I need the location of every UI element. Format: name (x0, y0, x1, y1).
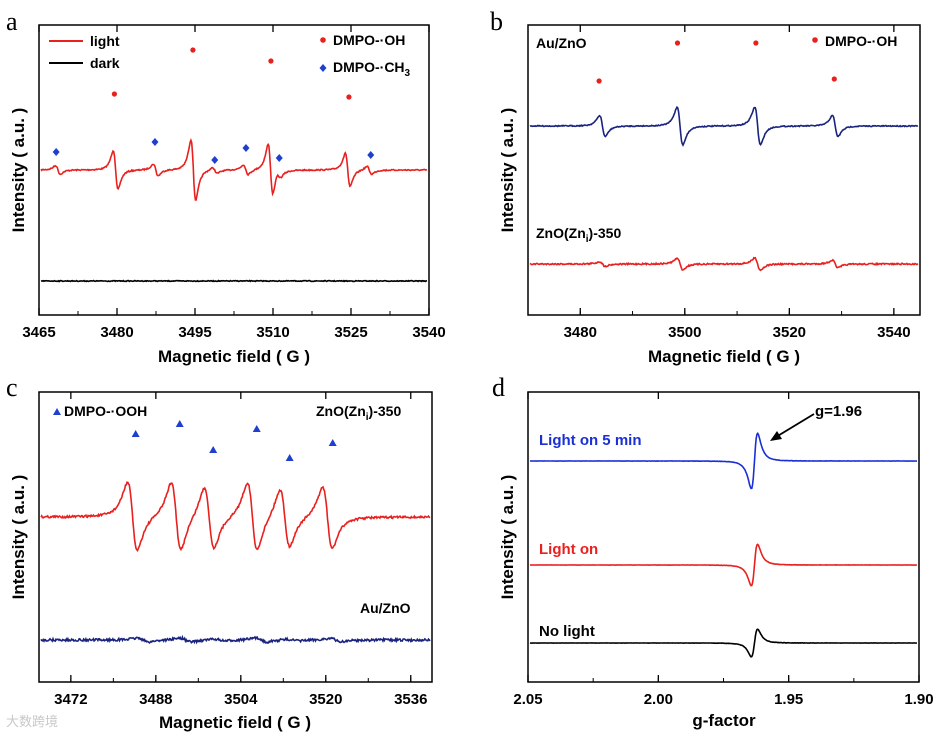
marker-oh-b-0 (596, 78, 602, 84)
panel-a-ylabel: Intensity ( a.u. ) (9, 108, 28, 233)
marker-ooh-5 (328, 439, 337, 446)
legend-label-ooh: DMPO-·OOH (64, 403, 147, 419)
legend-marker-ooh (53, 408, 61, 415)
label-light-on-5min: Light on 5 min (539, 432, 642, 449)
label-no-light: No light (539, 623, 595, 640)
d-xtick-label-3: 1.90 (904, 691, 933, 708)
marker-ooh-2 (209, 446, 218, 453)
panel-a-xlabel: Magnetic field ( G ) (158, 347, 310, 366)
a-xtick-label-3: 3510 (256, 324, 289, 341)
a-xtick-label-4: 3525 (334, 324, 367, 341)
panel-b-ylabel: Intensity ( a.u. ) (498, 108, 517, 233)
marker-ch3-9 (367, 151, 375, 159)
marker-ooh-0 (131, 430, 140, 437)
label-zno-zni-b: ZnO(Zni)-350 (536, 225, 621, 245)
panel-c-ticks: 3472 3488 3504 3520 3536 (54, 392, 427, 708)
marker-oh-b-3 (831, 76, 837, 82)
marker-ooh-1 (175, 420, 184, 427)
c-xtick-label-0: 3472 (54, 691, 87, 708)
panel-b-xlabel: Magnetic field ( G ) (648, 347, 800, 366)
panel-d: d 2.05 2.00 1.95 1.90 g-factor Intensity ( … (492, 373, 934, 730)
label-au-zno-b: Au/ZnO (536, 35, 587, 51)
panel-d-xlabel: g-factor (692, 711, 756, 730)
panel-c-frame (38, 391, 433, 683)
d-xtick-label-0: 2.05 (513, 691, 542, 708)
series-au-zno-c-line (40, 634, 431, 645)
series-zno-zni-c-line (40, 481, 431, 552)
panel-a-letter: a (6, 7, 18, 36)
series-zno-zni-line (529, 256, 919, 272)
c-xtick-label-3: 3520 (309, 691, 342, 708)
legend-marker-oh (320, 37, 326, 43)
legend-label-oh: DMPO-·OH (333, 32, 405, 48)
legend-label-dark: dark (90, 55, 120, 71)
legend-label-oh-b: DMPO-·OH (825, 33, 897, 49)
panel-a-plot (40, 47, 428, 283)
panel-c-plot (40, 420, 431, 645)
watermark: 大数跨境 (6, 715, 58, 730)
marker-ooh-3 (252, 425, 261, 432)
g-annotation-arrow (775, 413, 815, 438)
legend-label-light: light (90, 33, 120, 49)
marker-oh-2 (268, 58, 274, 64)
marker-ch3-5 (151, 138, 159, 146)
d-xtick-label-1: 2.00 (644, 691, 673, 708)
panel-c: c 3472 3488 3504 3520 3536 Magnetic field ( … (6, 373, 433, 732)
marker-ch3-6 (211, 156, 219, 164)
panel-d-letter: d (492, 373, 505, 402)
marker-oh-b-2 (753, 40, 759, 46)
marker-oh-3 (346, 94, 352, 100)
series-d-line-1 (529, 543, 917, 587)
marker-ch3-7 (242, 144, 250, 152)
panel-c-letter: c (6, 373, 18, 402)
d-xtick-label-2: 1.95 (774, 691, 803, 708)
series-au-zno-line (529, 105, 919, 147)
c-xtick-label-4: 3536 (394, 691, 427, 708)
label-au-zno-c: Au/ZnO (360, 600, 411, 616)
a-xtick-label-1: 3480 (100, 324, 133, 341)
g-annotation-arrowhead (770, 431, 782, 441)
b-xtick-label-1: 3500 (668, 324, 701, 341)
panel-d-plot (529, 432, 917, 658)
c-xtick-label-1: 3488 (139, 691, 172, 708)
panel-b: b 3480 3500 3520 3540 Magnetic field ( G ) … (490, 7, 921, 366)
panel-a-ticks: 3465 3480 3495 3510 3525 3540 (22, 25, 446, 341)
panel-b-letter: b (490, 7, 503, 36)
marker-ch3-8 (275, 154, 283, 162)
legend-marker-oh-b (812, 37, 818, 43)
b-xtick-label-3: 3540 (877, 324, 910, 341)
marker-oh-b-1 (674, 40, 681, 46)
legend-marker-ch3 (319, 64, 327, 72)
series-d-line-2 (529, 628, 917, 658)
marker-ooh-4 (285, 454, 294, 461)
a-xtick-label-5: 3540 (412, 324, 445, 341)
series-d-line-0 (529, 432, 917, 490)
legend-label-ch3: DMPO-·CH3 (333, 59, 411, 79)
panel-d-ylabel: Intensity ( a.u. ) (498, 475, 517, 600)
panel-b-ticks: 3480 3500 3520 3540 (527, 25, 911, 341)
marker-ch3-4 (52, 148, 60, 156)
panel-c-xlabel: Magnetic field ( G ) (159, 713, 311, 732)
series-light-line (40, 138, 428, 201)
marker-oh-0 (111, 91, 117, 97)
b-xtick-label-0: 3480 (564, 324, 597, 341)
a-xtick-label-0: 3465 (22, 324, 55, 341)
panel-c-ylabel: Intensity ( a.u. ) (9, 475, 28, 600)
series-dark-line (40, 279, 428, 283)
c-xtick-label-2: 3504 (224, 691, 258, 708)
label-light-on: Light on (539, 541, 598, 558)
panel-b-plot (529, 40, 919, 272)
g-annotation: g=1.96 (815, 403, 862, 420)
panel-a: a 3465 3480 3495 3510 3525 3540 Magnetic fiel… (6, 7, 446, 366)
label-zno-zni-c: ZnO(Zni)-350 (316, 403, 401, 423)
marker-oh-1 (190, 47, 196, 53)
panel-d-ticks: 2.05 2.00 1.95 1.90 (513, 392, 934, 708)
panel-b-frame (527, 24, 921, 316)
a-xtick-label-2: 3495 (178, 324, 211, 341)
b-xtick-label-2: 3520 (773, 324, 806, 341)
